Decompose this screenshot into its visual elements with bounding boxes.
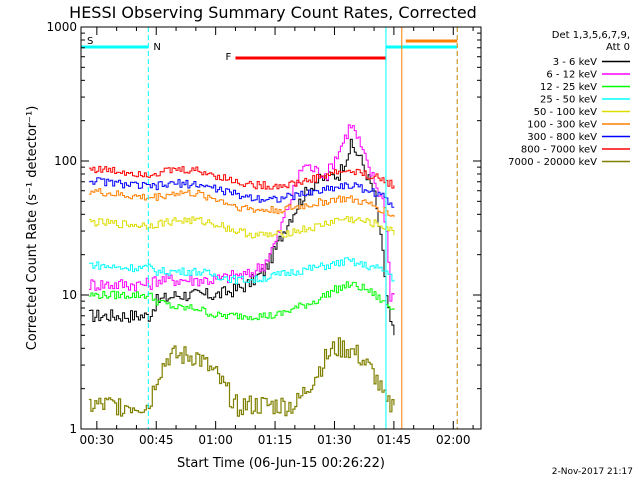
legend-label: 6 - 12 keV — [546, 70, 597, 81]
flag-label: F — [225, 52, 231, 63]
plot-frame — [80, 26, 482, 430]
legend-label: 800 - 7000 keV — [521, 145, 597, 156]
legend-label: 300 - 800 keV — [527, 132, 597, 143]
legend: Det 1,3,5,6,7,9,Att 0 3 - 6 keV 6 - 12 keV… — [508, 30, 630, 168]
legend-header: Det 1,3,5,6,7,9, — [552, 30, 630, 41]
flag-label: S — [87, 36, 93, 47]
series-layer — [88, 124, 395, 417]
flag-layer: S N F — [81, 36, 458, 63]
x-tick-label: 01:30 — [317, 433, 352, 447]
x-axis-label: Start Time (06-Jun-15 00:26:22) — [177, 456, 385, 471]
y-tick-label: 1 — [69, 422, 77, 436]
legend-label: 3 - 6 keV — [553, 57, 597, 68]
series-line — [88, 124, 395, 302]
flag-label: N — [153, 42, 160, 53]
series-line — [88, 188, 395, 218]
x-tick-label: 00:45 — [139, 433, 174, 447]
y-axis-label: Corrected Count Rate (s⁻¹ detector⁻¹) — [25, 106, 40, 351]
series-line — [88, 138, 395, 336]
legend-label: 12 - 25 keV — [540, 82, 597, 93]
legend-label: 25 - 50 keV — [540, 95, 597, 106]
legend-label: 100 - 300 keV — [527, 120, 597, 131]
y-axis: 1 10 100 1000 — [46, 20, 481, 436]
x-tick-label: 02:00 — [436, 433, 471, 447]
y-tick-label: 1000 — [46, 20, 77, 34]
series-line — [88, 165, 395, 190]
legend-label: 50 - 100 keV — [534, 107, 598, 118]
series-line — [88, 337, 395, 417]
footer-date: 2-Nov-2017 21:17 — [552, 467, 633, 477]
legend-label: 7000 - 20000 keV — [508, 157, 597, 168]
y-tick-label: 10 — [62, 288, 77, 302]
x-tick-label: 01:45 — [377, 433, 412, 447]
x-axis: 00:30 00:45 01:00 01:15 01:30 01:45 02:00 — [80, 27, 474, 447]
x-tick-label: 00:30 — [80, 433, 115, 447]
y-tick-label: 100 — [54, 154, 77, 168]
x-tick-label: 01:00 — [198, 433, 233, 447]
series-line — [88, 281, 395, 321]
x-tick-label: 01:15 — [258, 433, 293, 447]
series-line — [88, 216, 395, 239]
chart-title: HESSI Observing Summary Count Rates, Cor… — [69, 3, 477, 22]
series-line — [88, 257, 395, 285]
series-line — [88, 177, 395, 208]
legend-header: Att 0 — [606, 42, 630, 53]
